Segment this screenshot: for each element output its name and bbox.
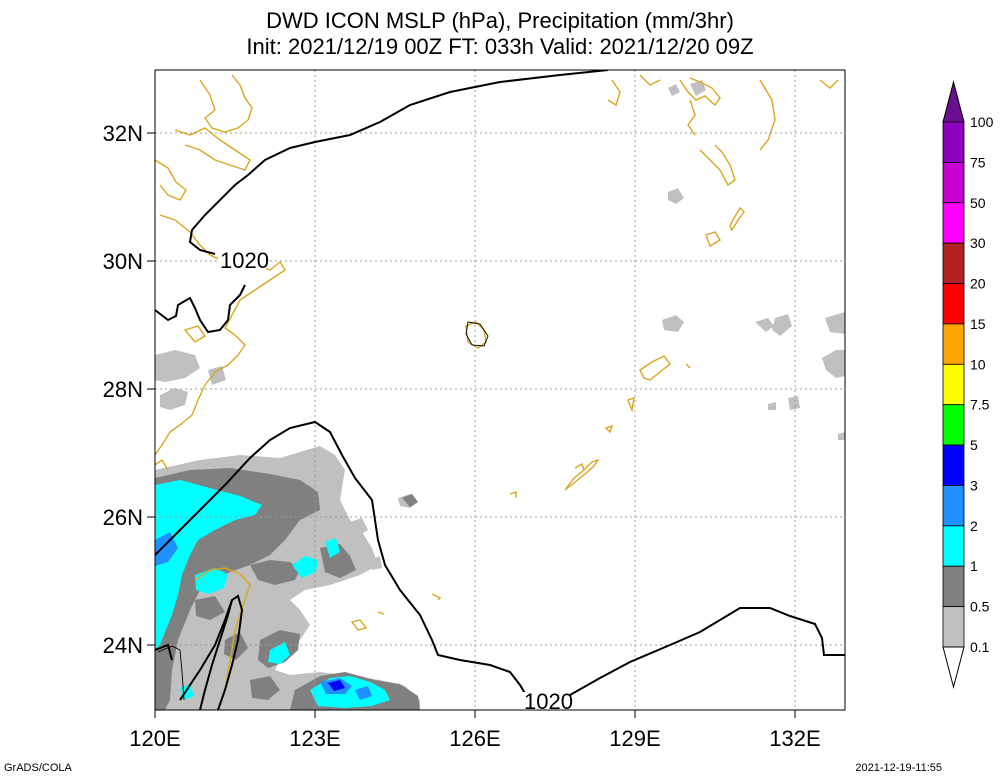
colorbar-segment <box>942 323 965 365</box>
map-frame <box>154 69 846 711</box>
isobar-lines <box>155 70 845 710</box>
colorbar-label: 7.5 <box>970 397 990 413</box>
colorbar-segment <box>942 363 965 406</box>
colorbar-segment <box>942 404 965 446</box>
colorbar-segment <box>942 242 965 284</box>
colorbar-label: 100 <box>970 114 994 130</box>
colorbar-segment <box>942 121 965 163</box>
colorbar-label: 15 <box>970 316 986 332</box>
map-panel: 1020 1020 <box>155 70 845 714</box>
lon-label-129e: 129E <box>609 726 660 751</box>
grid-lines <box>155 70 845 710</box>
lat-label-26n: 26N <box>103 505 143 530</box>
chart-title-line1: DWD ICON MSLP (hPa), Precipitation (mm/3… <box>266 8 734 33</box>
colorbar-segment <box>942 283 965 325</box>
colorbar-segment <box>942 565 965 608</box>
colorbar-label: 1 <box>970 558 978 574</box>
lat-label-32n: 32N <box>103 121 143 146</box>
chart-title-line2: Init: 2021/12/19 00Z FT: 033h Valid: 202… <box>246 34 754 59</box>
colorbar-label: 0.5 <box>970 599 990 615</box>
colorbar-label: 30 <box>970 235 986 251</box>
colorbar-bottom-triangle <box>942 646 965 689</box>
lon-label-132e: 132E <box>769 726 820 751</box>
lon-label-120e: 120E <box>129 726 180 751</box>
colorbar-segment <box>942 444 965 486</box>
colorbar: 100 75 50 30 20 15 10 7.5 5 3 2 1 0.5 0.1 <box>942 80 994 689</box>
isobar-thin-lines <box>157 321 489 701</box>
lat-label-24n: 24N <box>103 633 143 658</box>
colorbar-segment <box>942 525 965 567</box>
colorbar-segment <box>942 161 965 204</box>
colorbar-label: 20 <box>970 276 986 292</box>
colorbar-label: 50 <box>970 195 986 211</box>
colorbar-segment <box>942 485 965 527</box>
colorbar-label: 2 <box>970 518 978 534</box>
colorbar-top-triangle <box>942 80 965 123</box>
lon-label-126e: 126E <box>449 726 500 751</box>
isobar-label-1020-north: 1020 <box>220 248 269 273</box>
colorbar-label: 10 <box>970 356 986 372</box>
lat-label-28n: 28N <box>103 377 143 402</box>
axis-ticks <box>147 132 796 718</box>
colorbar-segment <box>942 606 965 648</box>
isobar-label-1020-south: 1020 <box>524 689 573 714</box>
precip-3-areas <box>328 680 345 691</box>
colorbar-label: 3 <box>970 477 978 493</box>
colorbar-segment <box>942 202 965 244</box>
lat-label-30n: 30N <box>103 249 143 274</box>
colorbar-label: 75 <box>970 154 986 170</box>
lon-label-123e: 123E <box>289 726 340 751</box>
colorbar-label: 0.1 <box>970 639 990 655</box>
coastlines <box>155 74 839 706</box>
footer-software: GrADS/COLA <box>4 762 72 774</box>
colorbar-label: 5 <box>970 437 978 453</box>
footer-timestamp: 2021-12-19-11:55 <box>855 762 942 774</box>
